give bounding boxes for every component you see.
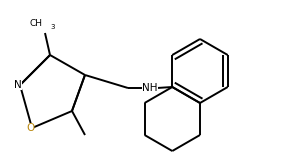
Text: N: N [14,80,22,90]
Text: 3: 3 [50,24,54,30]
Text: CH: CH [29,19,42,28]
Text: O: O [26,123,34,133]
Text: NH: NH [142,83,158,93]
